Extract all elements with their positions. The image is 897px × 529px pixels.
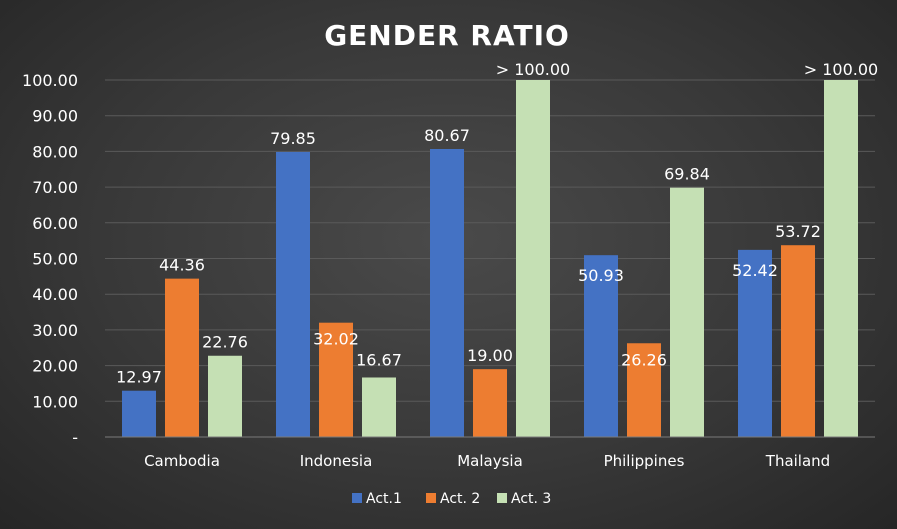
bar (473, 369, 507, 437)
legend-label: Act.1 (366, 491, 402, 507)
data-label: 16.67 (356, 350, 402, 369)
data-label: 80.67 (424, 126, 470, 145)
data-label: 79.85 (270, 129, 316, 148)
legend-swatch (426, 493, 436, 503)
data-label: 22.76 (202, 333, 248, 352)
legend-label: Act. 2 (440, 491, 480, 507)
data-label: 32.02 (313, 330, 359, 349)
y-tick-label: 40.00 (32, 285, 78, 304)
x-tick-label: Indonesia (300, 452, 373, 470)
bar (430, 149, 464, 437)
bar (208, 355, 242, 437)
data-label: 69.84 (664, 165, 710, 184)
legend-swatch (497, 493, 507, 503)
x-tick-label: Thailand (765, 452, 830, 470)
bars (122, 80, 858, 438)
data-label: > 100.00 (804, 60, 878, 79)
y-axis: - 10.00 20.00 30.00 40.00 50.00 60.00 70.00 80.0… (22, 71, 78, 447)
bar (824, 80, 858, 437)
bar (627, 343, 661, 437)
bar (122, 390, 156, 437)
x-tick-label: Philippines (604, 452, 685, 470)
bar (276, 151, 310, 438)
y-tick-label: 100.00 (22, 71, 78, 90)
y-tick-label: 50.00 (32, 250, 78, 269)
bar (165, 278, 199, 437)
x-tick-label: Cambodia (144, 452, 220, 470)
y-tick-label: 20.00 (32, 357, 78, 376)
data-label: 52.42 (732, 261, 778, 280)
y-tick-label: 90.00 (32, 107, 78, 126)
chart-title: GENDER RATIO (324, 19, 570, 52)
legend-label: Act. 3 (511, 491, 551, 507)
bar (738, 249, 772, 437)
bar (516, 80, 550, 437)
legend-swatch (352, 493, 362, 503)
bar (362, 377, 396, 437)
y-tick-label: 70.00 (32, 178, 78, 197)
y-tick-label: 60.00 (32, 214, 78, 233)
y-tick-label: 10.00 (32, 392, 78, 411)
data-label: 50.93 (578, 266, 624, 285)
y-tick-label: 30.00 (32, 321, 78, 340)
legend: Act.1 Act. 2 Act. 3 (352, 491, 551, 507)
data-label: > 100.00 (496, 60, 570, 79)
y-tick-label: - (72, 428, 78, 447)
data-label: 26.26 (621, 350, 667, 369)
data-label: 12.97 (116, 368, 162, 387)
y-tick-label: 80.00 (32, 142, 78, 161)
bar (781, 245, 815, 437)
x-axis: Cambodia Indonesia Malaysia Philippines Thai… (105, 436, 875, 470)
bar (670, 187, 704, 437)
data-label: 53.72 (775, 222, 821, 241)
bar (319, 322, 353, 437)
x-tick-label: Malaysia (457, 452, 523, 470)
bar (584, 255, 618, 437)
data-label: 44.36 (159, 256, 205, 275)
data-label: 19.00 (467, 346, 513, 365)
